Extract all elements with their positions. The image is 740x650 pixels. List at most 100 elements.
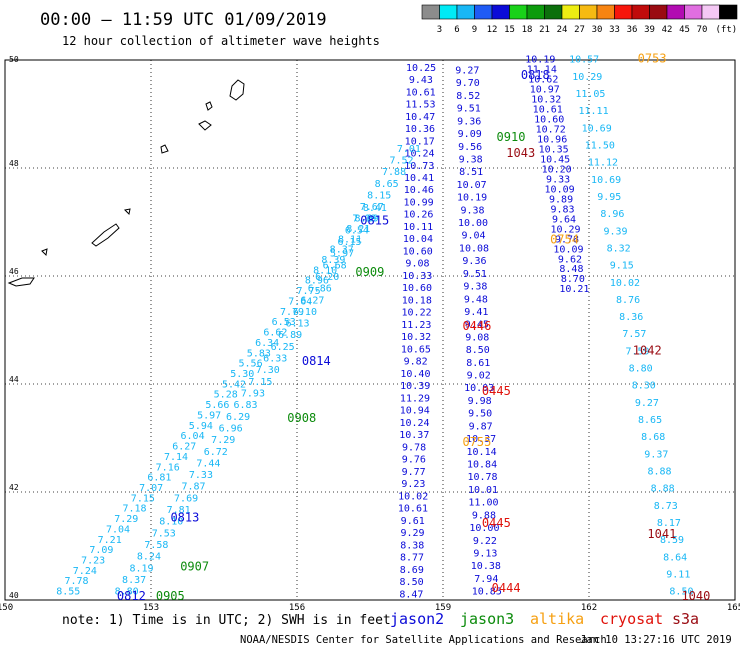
wave-height-value: 5.66 [205,400,229,411]
wave-height-value: 10.94 [400,406,430,417]
colorbar-tick-label: 45 [679,25,690,35]
pass-time-label: 1043 [506,146,535,160]
wave-height-value: 9.27 [455,66,479,77]
wave-height-value: 9.02 [467,371,491,382]
island-7 [41,248,48,257]
wave-height-value: 10.60 [403,246,433,257]
wave-height-value: 9.56 [458,142,482,153]
lon-tick-label: 150 [0,603,13,613]
pass-time-label: 0445 [482,516,511,530]
wave-height-value: 9.23 [401,479,425,490]
wave-height-value: 10.07 [457,180,487,191]
wave-height-value: 10.46 [404,185,434,196]
wave-height-value: 9.83 [551,204,575,215]
wave-height-value: 9.33 [546,174,570,185]
wave-height-value: 10.41 [404,173,434,184]
wave-height-value: 8.51 [459,167,483,178]
colorbar-swatch [649,4,668,20]
wave-height-value: 9.38 [459,154,483,165]
wave-height-value: 6.13 [285,319,309,330]
satellite-legend: jason2 jason3 altika cryosat s3a [390,610,699,628]
wave-height-value: 9.77 [402,467,426,478]
colorbar-unit: (ft) [716,25,738,35]
wave-height-value: 10.35 [539,145,569,156]
wave-height-value: 10.25 [406,63,436,74]
wave-height-value: 8.77 [400,553,424,564]
wave-height-value: 9.45 [465,320,489,331]
pass-time-label: 0909 [355,265,384,279]
pass-time-label: 0818 [521,68,550,82]
wave-height-value: 9.41 [464,307,488,318]
wave-height-value: 8.50 [669,587,693,598]
colorbar-swatch [561,4,580,20]
wave-height-value: 8.96 [600,209,624,220]
wave-height-value: 8.59 [660,535,684,546]
wave-height-value: 9.89 [549,194,573,205]
colorbar-swatch [614,4,633,20]
island-6 [91,223,120,247]
wave-height-value: 10.02 [610,278,640,289]
wave-height-value: 10.29 [572,72,602,83]
wave-height-value: 6.62 [263,328,287,339]
pass-time-label: 0905 [156,589,185,603]
wave-height-value: 8.96 [305,276,329,287]
wave-height-value: 8.50 [400,577,424,588]
wave-height-value: 10.02 [398,491,428,502]
wave-height-value: 10.32 [401,332,431,343]
wave-height-value: 8.47 [399,589,423,600]
wave-height-value: 9.08 [465,332,489,343]
coastline-kuril-islands [7,79,245,287]
wave-height-value: 10.04 [403,234,433,245]
colorbar-swatch [439,4,458,20]
wave-height-value: 7.15 [131,493,155,504]
wave-height-value: 7.88 [382,167,406,178]
wave-height-value: 10.19 [457,193,487,204]
wave-height-value: 10.99 [404,197,434,208]
colorbar-tick-label: 39 [644,25,655,35]
wave-height-value: 8.17 [657,518,681,529]
wave-height-value: 8.37 [330,245,354,256]
wave-height-value: 7.24 [73,566,97,577]
wave-height-value: 7.07 [139,483,163,494]
pass-time-label: 0814 [302,354,331,368]
pass-time-label: 0908 [287,411,316,425]
wave-height-value: 8.76 [616,295,640,306]
wave-height-value: 8.89 [355,214,379,225]
wave-height-value: 9.22 [473,536,497,547]
wave-height-value: 8.69 [400,565,424,576]
wave-height-value: 6.96 [219,423,243,434]
wave-height-value: 10.47 [405,112,435,123]
graticule [5,60,735,600]
colorbar-swatch [719,4,738,20]
wave-height-value: 9.87 [469,421,493,432]
island-4 [160,144,169,154]
wave-height-value: 8.65 [638,415,662,426]
wave-height-value: 7.67 [360,202,384,213]
wave-height-value: 6.72 [204,447,228,458]
wave-height-value: 9.38 [463,282,487,293]
wave-height-value: 8.19 [129,563,153,574]
wave-height-value: 5.83 [247,348,271,359]
wave-height-value: 10.22 [402,308,432,319]
wave-height-value: 10.08 [459,243,489,254]
wave-height-value: 6.86 [308,284,332,295]
wave-height-value: 9.29 [400,528,424,539]
wave-height-value: 9.70 [456,78,480,89]
wave-height-value: 10.11 [403,222,433,233]
footer-note: note: 1) Time is in UTC; 2) SWH is in fe… [62,613,391,628]
pass-time-label: 0910 [497,130,526,144]
wave-height-value: 9.88 [472,510,496,521]
wave-height-value: 6.54 [345,225,369,236]
wave-height-value: 10.14 [467,447,497,458]
wave-height-value: 10.69 [591,175,621,186]
wave-height-value: 10.03 [464,383,494,394]
pass-time-label: 0444 [492,581,521,595]
wave-height-value: 9.38 [461,205,485,216]
colorbar-tick-label: 33 [609,25,620,35]
wave-height-value: 11.29 [400,393,430,404]
lon-tick-label: 165 [727,603,740,613]
wave-height-value: 6.83 [233,400,257,411]
wave-height-value: 6.10 [293,307,317,318]
wave-height-value: 7.53 [152,528,176,539]
